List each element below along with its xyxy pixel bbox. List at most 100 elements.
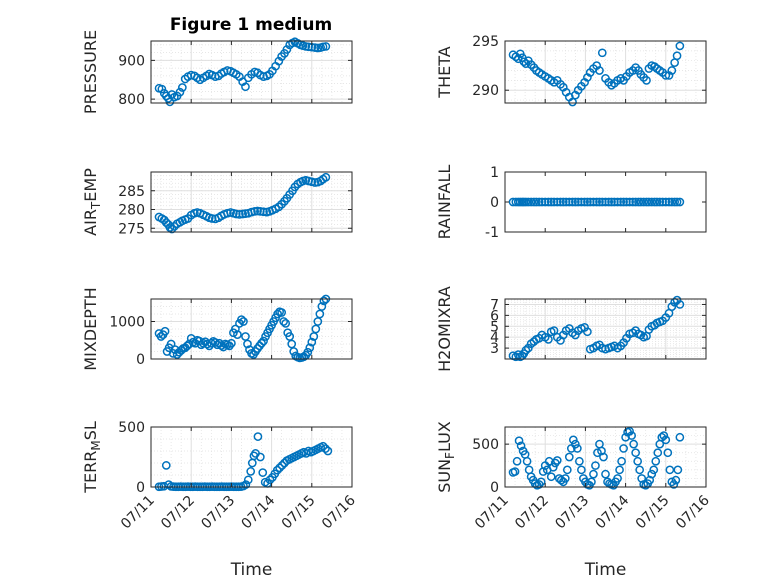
data-point: [166, 339, 176, 349]
data-point: [233, 330, 242, 339]
data-point: [231, 209, 241, 219]
data-point: [544, 197, 553, 207]
data-point: [319, 296, 329, 306]
data-point: [544, 335, 553, 344]
y-tick-label: 500: [118, 420, 145, 436]
y-tick-label: 0: [136, 480, 145, 496]
data-point: [609, 197, 619, 207]
subplot-theta: 290 295 THETA: [435, 34, 707, 107]
data-point: [285, 332, 295, 341]
data-point: [546, 197, 556, 207]
data-point: [523, 197, 533, 207]
data-point: [157, 84, 167, 94]
data-point: [595, 197, 604, 207]
data-point: [182, 341, 192, 351]
y-axis-label: TERRMSL: [81, 421, 103, 494]
data-point: [552, 197, 562, 207]
data-point: [635, 465, 645, 475]
subplot-mixdepth: 0 1000 MIXDEPTH: [81, 287, 353, 371]
axes-box: [504, 40, 707, 104]
y-tick-label: 275: [118, 221, 145, 237]
data-point: [619, 197, 628, 207]
data-point: [258, 468, 268, 477]
data-point: [301, 449, 311, 458]
data-point: [613, 197, 622, 207]
y-tick-label: 290: [472, 83, 499, 99]
data-point: [659, 431, 669, 440]
data-point: [647, 469, 657, 479]
data-point: [241, 332, 250, 341]
axes-box: [150, 40, 353, 104]
data-point: [597, 197, 607, 207]
x-axis-label: Time: [230, 560, 273, 580]
data-point: [636, 197, 646, 207]
data-point: [536, 477, 546, 487]
data-point: [279, 317, 289, 326]
data-point: [160, 326, 170, 336]
data-point: [549, 326, 559, 335]
data-point: [556, 197, 565, 207]
data-point: [549, 197, 559, 207]
data-point: [237, 315, 246, 324]
data-point: [255, 452, 265, 462]
data-point: [675, 197, 685, 207]
y-tick-label: 280: [118, 203, 145, 219]
y-tick-label: 0: [490, 480, 499, 496]
data-point: [231, 324, 240, 334]
data-point: [522, 456, 532, 466]
data-point: [227, 338, 236, 348]
data-point: [607, 197, 616, 207]
data-point: [573, 197, 583, 207]
y-axis-label: SUNFLUX: [435, 421, 457, 493]
data-point: [273, 309, 282, 319]
data-point: [558, 197, 568, 207]
data-point: [672, 197, 682, 207]
data-point: [321, 172, 331, 182]
data-point: [583, 327, 592, 337]
data-point: [587, 477, 596, 487]
data-point: [275, 463, 284, 473]
y-axis-label: RAINFALL: [435, 165, 454, 240]
y-axis-label: PRESSURE: [81, 30, 100, 114]
data-point: [665, 465, 675, 475]
data-point: [568, 435, 578, 445]
data-point: [243, 339, 252, 349]
data-point: [647, 197, 657, 207]
y-axis-label: AIRTEMP: [81, 168, 103, 236]
data-point: [259, 336, 268, 346]
data-point: [321, 42, 331, 51]
data-point: [573, 444, 582, 453]
data-point: [317, 302, 327, 311]
data-point: [303, 347, 313, 357]
data-point: [552, 456, 562, 465]
subplot-pressure: 800 900 PRESSURE: [81, 30, 353, 114]
y-tick-label: 1000: [109, 315, 145, 331]
data-point: [544, 456, 554, 466]
data-point: [241, 82, 250, 92]
data-point: [526, 197, 536, 207]
data-point: [289, 347, 299, 356]
data-point: [663, 448, 673, 458]
y-tick-label: 6: [490, 308, 499, 324]
data-point: [577, 465, 586, 475]
data-point: [577, 197, 586, 207]
data-point: [560, 474, 570, 483]
axes-box: [504, 426, 707, 488]
y-tick-label: -1: [485, 225, 499, 241]
data-point: [571, 197, 580, 207]
data-point: [675, 432, 685, 442]
data-point: [548, 462, 558, 472]
data-point: [287, 339, 297, 349]
data-point: [568, 197, 577, 207]
data-point: [595, 66, 604, 75]
data-point: [625, 197, 634, 207]
data-point: [206, 338, 216, 348]
subplot-air_temp: 275 280 285 AIRTEMP: [81, 168, 353, 237]
y-tick-label: 800: [118, 92, 145, 108]
data-point: [639, 197, 649, 207]
data-point: [601, 197, 610, 207]
data-point: [672, 51, 682, 61]
data-point: [178, 83, 187, 92]
data-point: [571, 439, 580, 449]
